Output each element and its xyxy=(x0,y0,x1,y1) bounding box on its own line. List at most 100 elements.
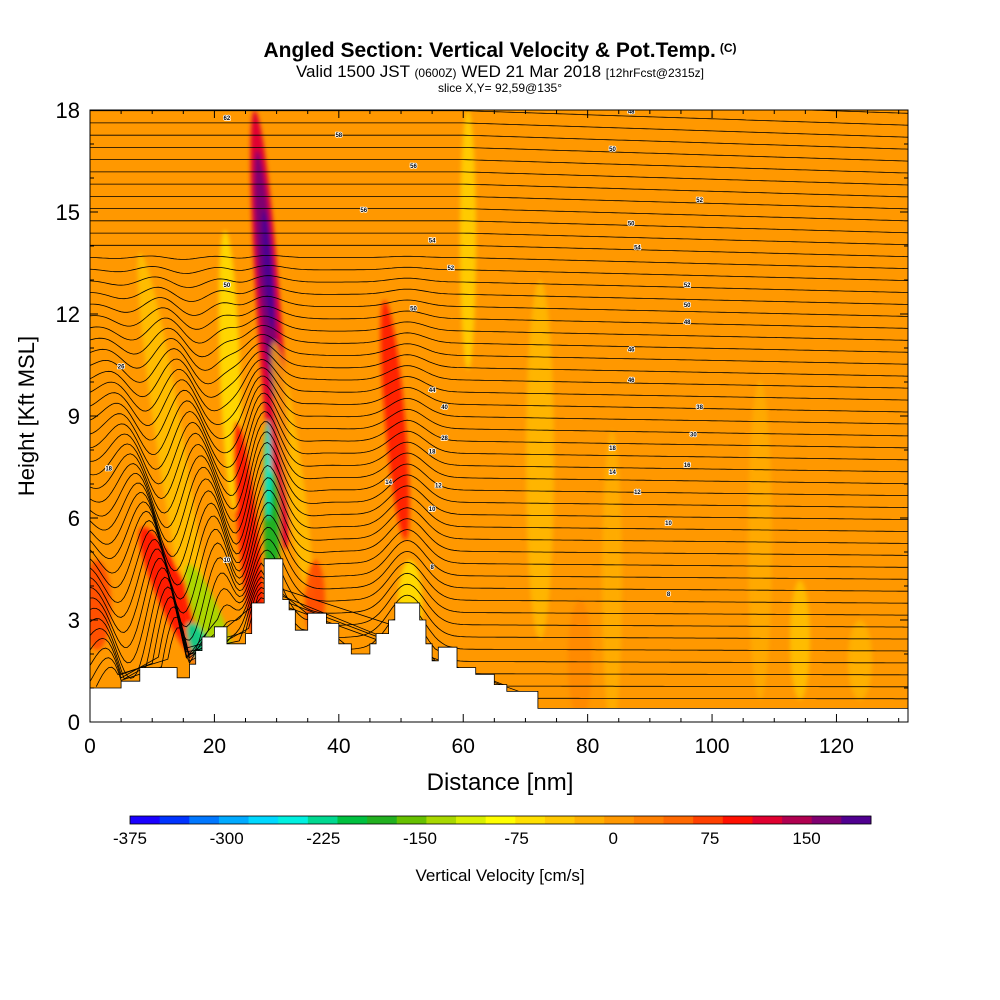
isentrope xyxy=(90,569,908,679)
isentrope xyxy=(90,359,908,412)
colorbar-tick-label: -375 xyxy=(113,829,147,848)
isentrope xyxy=(90,208,908,222)
colorbar-swatch xyxy=(752,816,783,824)
contour-label: 10 xyxy=(224,558,231,564)
contour-label: 56 xyxy=(360,208,367,214)
valid-date: WED 21 Mar 2018 xyxy=(461,62,602,81)
x-tick-label: 100 xyxy=(695,735,730,758)
isentrope xyxy=(90,465,908,572)
colorbar-tick-label: -225 xyxy=(306,829,340,848)
colorbar-tick-label: -75 xyxy=(504,829,529,848)
contour-label: 18 xyxy=(105,466,112,472)
colorbar-swatch xyxy=(337,816,368,824)
isentrope xyxy=(90,305,908,330)
x-tick-label: 20 xyxy=(203,735,226,758)
contour-label: 52 xyxy=(684,283,691,289)
isentrope xyxy=(90,581,908,676)
colorbar-tick-label: 150 xyxy=(792,829,820,848)
isentrope xyxy=(90,110,908,126)
isentrope xyxy=(90,342,908,385)
y-tick-label: 18 xyxy=(56,98,80,123)
chart-title-text: Angled Section: Vertical Velocity & Pot.… xyxy=(263,39,716,62)
velocity-cell xyxy=(568,600,592,720)
x-tick-label: 0 xyxy=(84,735,96,758)
contour-label: 40 xyxy=(441,405,448,411)
plot-area: 62 58 48 50 56 52 56 50 54 54 52 52 50 50 50 48 46 26 46 44… xyxy=(90,110,908,722)
isentrope xyxy=(90,562,908,664)
chart-title-units: (C) xyxy=(719,41,737,55)
isentrope xyxy=(90,592,908,688)
terrain-profile xyxy=(90,558,908,722)
colorbar-label: Vertical Velocity [cm/s] xyxy=(415,866,584,885)
isentrope xyxy=(90,514,908,628)
contour-labels: 62 58 48 50 56 52 56 50 54 54 52 52 50 50 50 48 46 26 46 44… xyxy=(105,110,705,599)
colorbar-swatch xyxy=(574,816,605,824)
isentrope xyxy=(90,442,908,543)
isentrope xyxy=(90,295,908,317)
isentrope xyxy=(90,576,908,680)
contour-label: 46 xyxy=(628,378,635,384)
isentrope xyxy=(95,597,908,700)
colorbar-swatch xyxy=(248,816,279,824)
velocity-cell xyxy=(261,210,275,330)
colorbar-tick-label: -300 xyxy=(210,829,244,848)
contour-label: 8 xyxy=(667,592,671,598)
isentrope xyxy=(90,324,908,358)
contour-label: 8 xyxy=(430,565,434,571)
colorbar-swatch xyxy=(367,816,398,824)
isentrope xyxy=(90,134,908,150)
isentrope xyxy=(90,232,908,246)
colorbar-swatch xyxy=(841,816,872,824)
isentrope xyxy=(90,431,908,529)
y-tick-label: 6 xyxy=(68,506,80,531)
isentrope xyxy=(90,122,908,138)
colorbar-swatch xyxy=(811,816,842,824)
velocity-cell xyxy=(848,620,872,700)
contour-label: 50 xyxy=(684,303,691,309)
isentrope xyxy=(90,392,908,470)
isentrope xyxy=(90,538,908,654)
isentrope xyxy=(90,383,908,456)
isentrope xyxy=(90,183,908,198)
contour-label: 48 xyxy=(684,320,691,326)
isentrope xyxy=(90,334,908,371)
isentrope xyxy=(90,367,908,426)
contour-label: 10 xyxy=(429,507,436,513)
valid-time-prefix: Valid 1500 JST xyxy=(295,62,410,81)
colorbar-swatch xyxy=(604,816,635,824)
isentrope xyxy=(90,244,908,258)
y-axis-label: Height [Kft MSL] xyxy=(14,336,39,496)
colorbar-swatch xyxy=(218,816,249,824)
isentrope xyxy=(90,285,908,305)
contour-label: 52 xyxy=(447,266,454,272)
colorbar-swatch xyxy=(189,816,220,824)
isentrope xyxy=(90,275,908,293)
chart-title-block: Angled Section: Vertical Velocity & Pot.… xyxy=(0,36,1000,94)
contour-label: 14 xyxy=(385,480,392,486)
isentrope xyxy=(90,350,908,398)
y-tick-label: 15 xyxy=(56,200,80,225)
isentrope xyxy=(90,171,908,186)
contour-label: 46 xyxy=(628,347,635,353)
chart-title: Angled Section: Vertical Velocity & Pot.… xyxy=(0,36,1000,63)
colorbar-swatch xyxy=(456,816,487,824)
isentrope xyxy=(90,421,908,514)
contour-label: 10 xyxy=(665,521,672,527)
isentrope xyxy=(90,220,908,234)
colorbar-swatch xyxy=(693,816,724,824)
colorbar-swatch xyxy=(722,816,753,824)
isentrope xyxy=(90,502,908,614)
contour-label: 50 xyxy=(609,147,616,153)
isentrope xyxy=(90,477,908,586)
y-tick-label: 9 xyxy=(68,404,80,429)
isentrope xyxy=(90,315,908,344)
x-tick-label: 40 xyxy=(327,735,350,758)
velocity-cell xyxy=(460,110,476,370)
velocity-cell xyxy=(790,580,810,700)
x-axis: 0 20 40 60 80 100 120 xyxy=(84,110,900,758)
isentrope xyxy=(90,196,908,210)
terrain xyxy=(90,558,908,722)
y-axis: 0 3 6 9 12 15 18 xyxy=(56,98,908,735)
colorbar-tick-label: 75 xyxy=(700,829,719,848)
